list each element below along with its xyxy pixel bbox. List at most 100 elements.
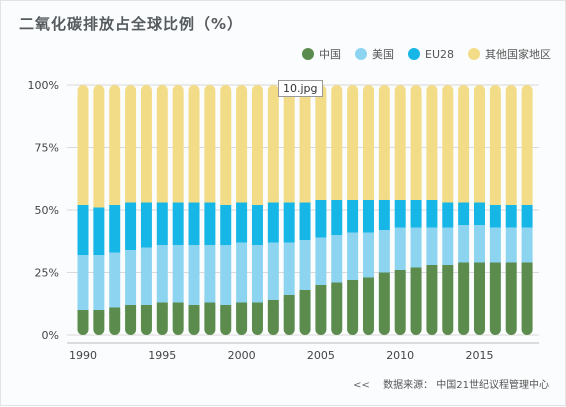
bar-segment (172, 245, 184, 303)
bar-segment (521, 85, 533, 205)
bar-segment-fill (426, 194, 438, 200)
bar-segment-fill (362, 194, 374, 200)
bar-segment (426, 85, 438, 200)
bar-segment (299, 290, 311, 335)
y-tick-label: 0% (42, 329, 59, 342)
bar-segment (236, 302, 248, 335)
bar-segment (299, 202, 311, 240)
bar-segment-fill (283, 295, 295, 301)
bar-segment (331, 200, 343, 235)
bar-segment (251, 85, 263, 205)
bar-segment-fill (267, 300, 279, 306)
bar-segment (93, 207, 105, 255)
bar-segment (283, 85, 295, 203)
bar-segment (426, 265, 438, 335)
y-tick-label: 100% (28, 79, 59, 92)
bar-segment-fill (299, 290, 311, 296)
bar-segment-fill (442, 265, 454, 271)
bar-segment-fill (378, 194, 390, 200)
bar-segment-fill (489, 199, 501, 205)
bar-segment-fill (283, 197, 295, 203)
bar-segment (410, 85, 422, 200)
bar-segment (505, 262, 517, 335)
bar-segment (109, 85, 121, 205)
bar-segment (474, 262, 485, 335)
bar-segment (315, 85, 327, 200)
bar-segment (331, 235, 343, 283)
bar-segment (188, 202, 200, 245)
bar-segment-fill (109, 199, 121, 205)
bar-segment (188, 305, 200, 335)
bar-segment-fill (77, 310, 89, 316)
legend-label-china: 中国 (319, 48, 341, 61)
bar-segment (236, 202, 248, 243)
bar-segment (489, 262, 501, 335)
bar-segment (458, 225, 470, 263)
bar-segment (426, 200, 438, 228)
bar-segment-fill (474, 197, 485, 203)
bar-segment (410, 267, 422, 335)
bar-segment (267, 242, 279, 300)
bar-segment (283, 295, 295, 335)
bar-segment (251, 205, 263, 245)
legend-item-eu28: EU28 (408, 46, 454, 62)
bar-segment (442, 265, 454, 335)
bar-segment-fill (521, 199, 533, 205)
bar-segment-fill (378, 272, 390, 278)
x-tick-label: 2000 (228, 349, 256, 362)
bar-segment (267, 202, 279, 243)
bar-segment (331, 85, 343, 200)
legend: 中国 美国 EU28 其他国家地区 (302, 46, 551, 62)
bar-segment (474, 225, 485, 263)
bar-segment-fill (458, 262, 470, 268)
source-note: << 数据来源： 中国21世纪议程管理中心 (353, 376, 549, 391)
bar-segment-fill (474, 262, 485, 268)
double-chevron-left-icon: << (353, 380, 370, 391)
bar-segment (220, 245, 232, 305)
bar-segment (204, 302, 216, 335)
bar-segment-fill (204, 197, 216, 203)
bar-segment (267, 300, 279, 335)
bar-segment-fill (347, 194, 359, 200)
bar-segment-fill (394, 194, 406, 200)
legend-item-china: 中国 (302, 46, 341, 62)
legend-swatch-usa (355, 48, 367, 60)
bar-segment-fill (204, 302, 216, 308)
bar-segment (458, 85, 470, 203)
y-tick-label: 75% (35, 142, 59, 155)
bar-segment-fill (156, 197, 168, 203)
bar-segment (394, 270, 406, 335)
bar-segment-fill (505, 262, 517, 268)
bar-segment (315, 237, 327, 285)
y-tick-label: 25% (35, 267, 59, 280)
bar-segment (77, 310, 89, 335)
bar-segment (442, 85, 454, 203)
bar-segment-fill (93, 310, 105, 316)
bar-segment (458, 202, 470, 225)
bar-segment (458, 262, 470, 335)
bar-segment (172, 202, 184, 245)
source-text: 数据来源： 中国21世纪议程管理中心 (383, 380, 549, 391)
bar-segment (505, 205, 517, 228)
bar-segment (109, 205, 121, 253)
bar-segment (362, 277, 374, 335)
bar-segment (140, 247, 152, 305)
bar-segment (521, 227, 533, 263)
bar-segment (236, 85, 248, 203)
bar-segment-fill (315, 194, 327, 200)
bar-segment-fill (188, 305, 200, 311)
bar-segment-fill (458, 197, 470, 203)
bar-segment (93, 255, 105, 310)
bar-segment (251, 302, 263, 335)
bar-segment-fill (93, 202, 105, 208)
bar-segment (505, 227, 517, 263)
bar-segment (77, 255, 89, 310)
bar-segment-fill (188, 197, 200, 203)
bar-segment (521, 205, 533, 228)
bar-segment-fill (315, 285, 327, 291)
bar-segment (394, 227, 406, 270)
bar-segment (347, 232, 359, 280)
bar-segment (315, 285, 327, 335)
bar-segment (125, 305, 137, 335)
